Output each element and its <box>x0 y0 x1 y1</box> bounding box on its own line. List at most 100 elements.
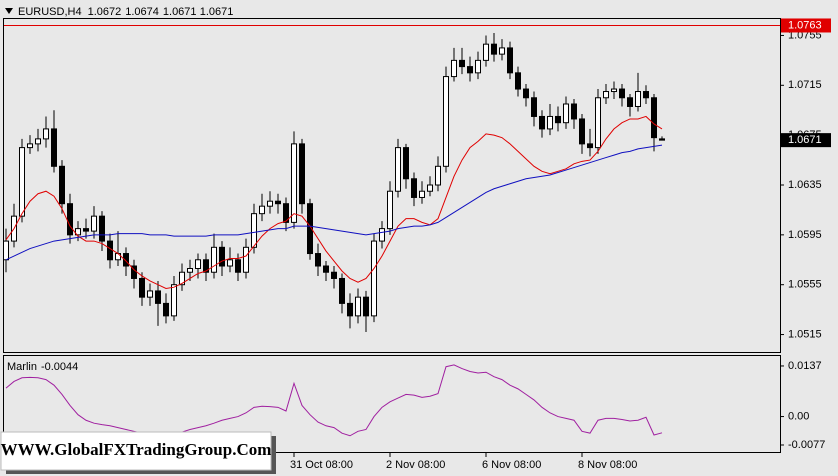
candle-body <box>219 246 225 267</box>
candle-body <box>635 91 641 107</box>
candle-body <box>395 147 401 192</box>
candle-body <box>75 228 81 236</box>
candle-body <box>619 88 625 99</box>
candle-body <box>155 290 161 304</box>
candle-body <box>339 277 345 304</box>
candle-body <box>3 240 9 261</box>
price-label-box <box>781 133 831 148</box>
candle-body <box>19 147 25 217</box>
candle-body <box>147 290 153 298</box>
x-tick-label: 31 Oct 08:00 <box>290 459 353 471</box>
candle-body <box>243 246 249 273</box>
candle-body <box>275 200 281 205</box>
candle-body <box>35 138 41 145</box>
candle-body <box>483 43 489 61</box>
candle-body <box>171 284 177 317</box>
candle-body <box>571 103 577 120</box>
candle-body <box>91 215 97 232</box>
level-label: 1.0763 <box>788 19 822 31</box>
y-tick-label: 0.0137 <box>788 360 822 372</box>
indicator-line <box>5 115 663 289</box>
watermark-box: WWW.GlobalFXTradingGroup.Com <box>0 431 276 474</box>
candle-body <box>371 240 377 317</box>
candle-body <box>387 190 393 230</box>
candle-body <box>291 143 297 223</box>
candle-body <box>563 103 569 124</box>
candle-body <box>347 302 353 317</box>
candle-body <box>299 143 305 205</box>
candle-body <box>531 97 537 117</box>
candle-body <box>611 88 617 93</box>
candle-body <box>99 215 105 242</box>
candle-body <box>435 165 441 186</box>
y-tick-label: 1.0635 <box>788 179 822 191</box>
candle-body <box>475 59 481 74</box>
x-tick-label: 8 Nov 08:00 <box>578 459 637 471</box>
candle-body <box>331 271 337 279</box>
candle-body <box>539 115 545 130</box>
candle-body <box>139 277 145 298</box>
candle-body <box>283 203 289 223</box>
candle-body <box>355 296 361 317</box>
y-tick-label: 1.0595 <box>788 229 822 241</box>
candle-body <box>515 72 521 90</box>
y-tick-label: 1.0555 <box>788 279 822 291</box>
x-tick-label: 6 Nov 08:00 <box>482 459 541 471</box>
candle-body <box>107 240 113 261</box>
candle-body <box>547 115 553 130</box>
candle-body <box>323 265 329 273</box>
candle-body <box>163 302 169 317</box>
candle-body <box>659 138 665 141</box>
candle-body <box>203 259 209 273</box>
price-label: 1.0671 <box>788 134 822 146</box>
candle-body <box>83 228 89 232</box>
candle-body <box>67 203 73 236</box>
indicator-name: Marlin <box>7 361 37 373</box>
indicator-line <box>5 144 663 261</box>
candle-body <box>315 253 321 267</box>
watermark-panel <box>0 431 272 471</box>
last-close: 1.0671 <box>200 6 234 18</box>
candle-body <box>627 97 633 107</box>
candle-body <box>27 143 33 149</box>
candle-body <box>187 268 193 273</box>
candle-body <box>51 128 57 167</box>
candle-body <box>491 43 497 55</box>
level-label-box <box>781 18 831 33</box>
candle-body <box>227 259 233 267</box>
indicator-value: -0.0044 <box>41 361 78 373</box>
candle-body <box>451 59 457 78</box>
candle-body <box>403 147 409 180</box>
candle-body <box>595 97 601 149</box>
candle-body <box>419 190 425 198</box>
last-high: 1.0674 <box>125 6 159 18</box>
candle-body <box>59 165 65 205</box>
y-tick-label: 0.00 <box>788 410 809 422</box>
candle-body <box>195 259 201 270</box>
candle-body <box>123 253 129 267</box>
candle-body <box>363 296 369 317</box>
symbol: EURUSD,H4 <box>18 6 82 18</box>
candle-body <box>259 205 265 215</box>
candle-body <box>499 47 505 55</box>
candle-body <box>379 228 385 242</box>
candle-body <box>443 76 449 167</box>
y-tick-label: 1.0515 <box>788 328 822 340</box>
candle-body <box>43 128 49 140</box>
candle-body <box>507 47 513 74</box>
watermark: WWW.GlobalFXTradingGroup.Com <box>1 440 272 459</box>
oscillator-panel <box>3 355 781 453</box>
last-low: 1.0671 <box>163 6 197 18</box>
y-tick-label: 1.0715 <box>788 79 822 91</box>
candle-body <box>523 88 529 99</box>
candle-body <box>603 91 609 99</box>
candle-body <box>427 184 433 192</box>
chart-header: EURUSD,H4 1.0672 1.0674 1.0671 1.0671 <box>18 6 233 18</box>
candle-body <box>267 200 273 207</box>
candle-body <box>467 66 473 74</box>
candle-body <box>211 246 217 273</box>
candle-body <box>459 59 465 68</box>
candle-body <box>587 143 593 149</box>
